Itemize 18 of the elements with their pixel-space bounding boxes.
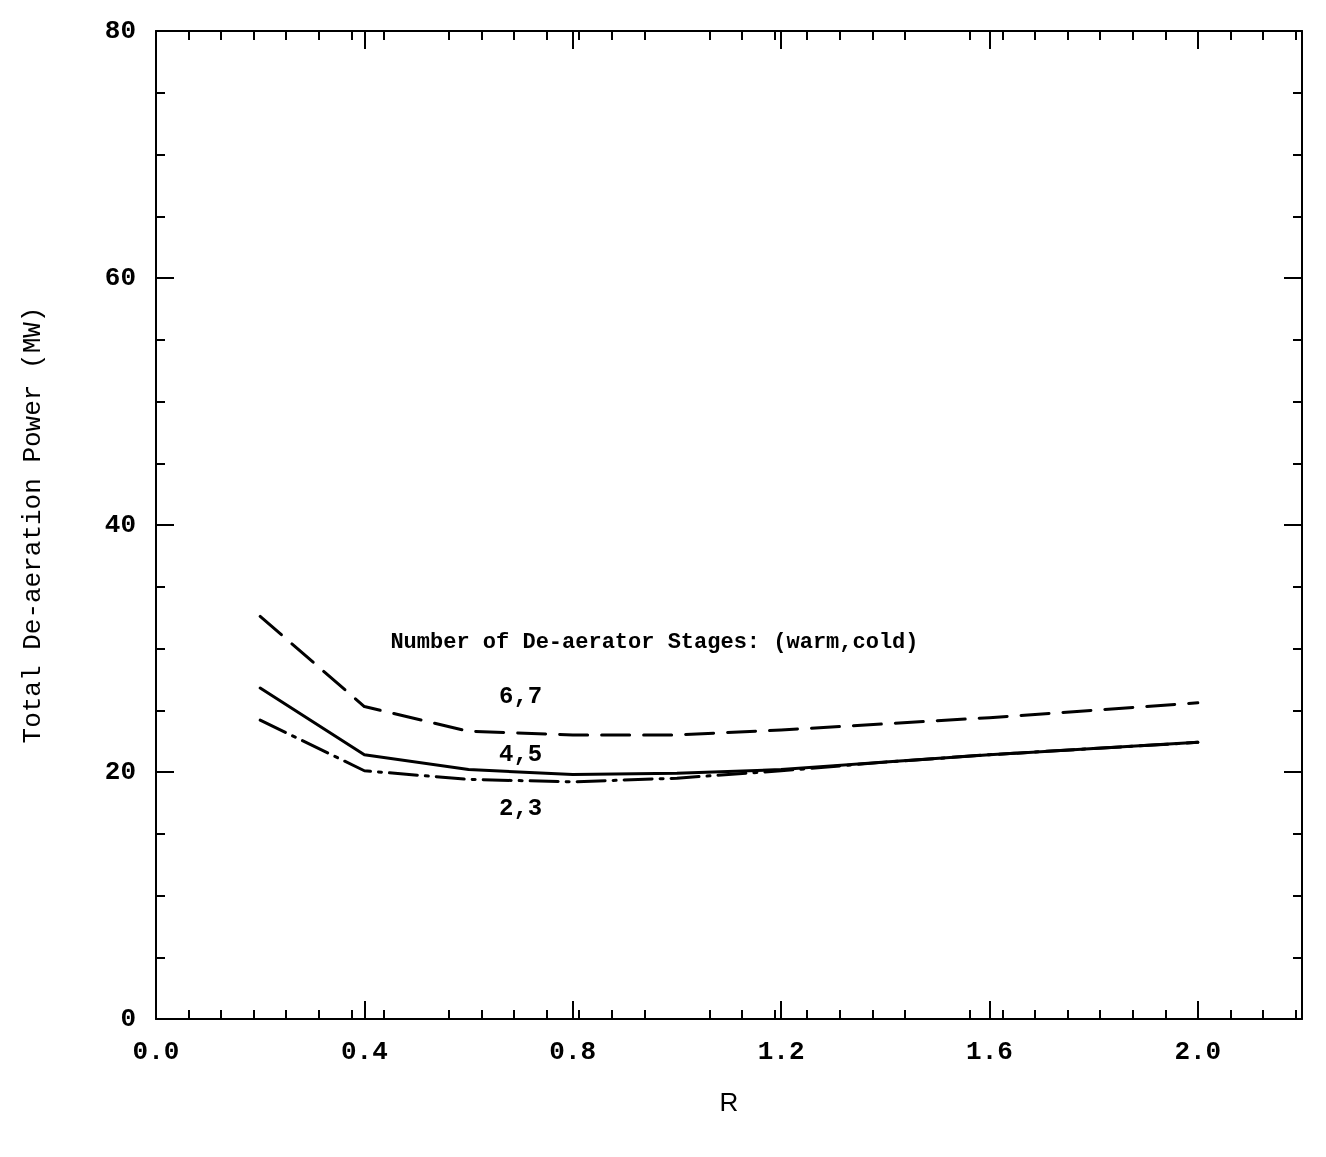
legend-title: Number of De-aerator Stages: (warm,cold) <box>390 629 919 655</box>
x-axis-title: R <box>719 1087 739 1117</box>
series-label: 2,3 <box>499 795 543 823</box>
y-tick-label: 40 <box>104 510 136 540</box>
x-tick-label: 0.4 <box>340 1037 388 1067</box>
x-tick-label: 0.0 <box>132 1037 180 1067</box>
x-tick-label: 1.2 <box>757 1037 805 1067</box>
x-tick-label: 0.8 <box>549 1037 597 1067</box>
y-tick-label: 60 <box>104 263 136 293</box>
line-series <box>258 614 1200 737</box>
series-label: 4,5 <box>499 741 543 769</box>
y-tick-label: 0 <box>120 1004 136 1034</box>
series-label: 6,7 <box>499 683 543 711</box>
y-tick-label: 20 <box>104 757 136 787</box>
y-axis-title: Total De-aeration Power (MW) <box>18 306 48 744</box>
y-tick-label: 80 <box>104 16 136 46</box>
x-tick-label: 1.6 <box>966 1037 1013 1067</box>
x-tick-label: 2.0 <box>1174 1037 1222 1067</box>
